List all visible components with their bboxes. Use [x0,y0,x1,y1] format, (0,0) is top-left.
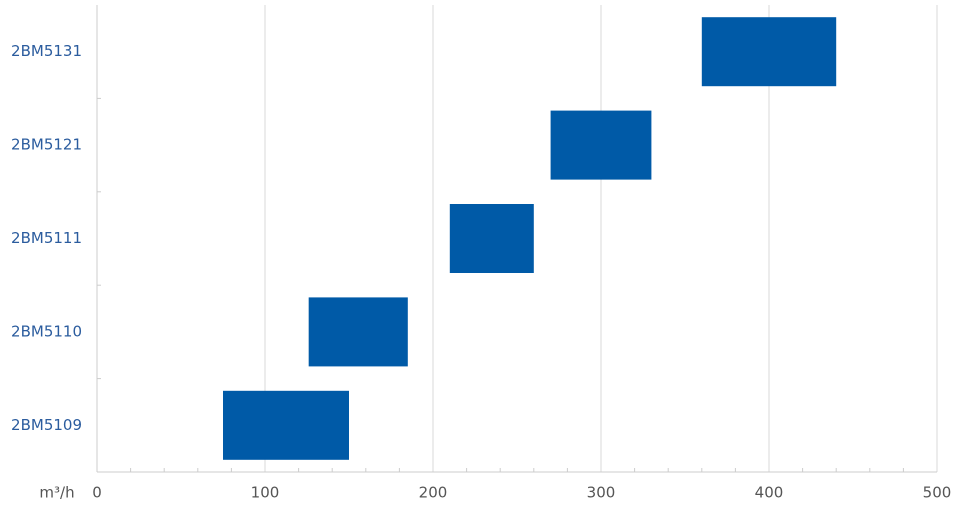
bar [701,17,837,87]
x-tick-label: 100 [251,484,280,502]
x-tick-label: 300 [587,484,616,502]
x-tick-label: 400 [755,484,784,502]
y-tick-label: 2BM5110 [11,322,82,340]
y-tick-label: 2BM5131 [11,42,82,60]
y-tick-label: 2BM5111 [11,229,82,247]
bar [550,110,652,180]
y-tick-label: 2BM5121 [11,136,82,154]
bar [308,297,408,367]
x-tick-label: 200 [419,484,448,502]
y-tick-label: 2BM5109 [11,416,82,434]
bar [223,390,349,460]
x-tick-label: 500 [923,484,952,502]
bar [449,204,534,273]
x-tick-label: 0 [92,484,102,502]
x-axis-label: m³/h [39,484,74,502]
